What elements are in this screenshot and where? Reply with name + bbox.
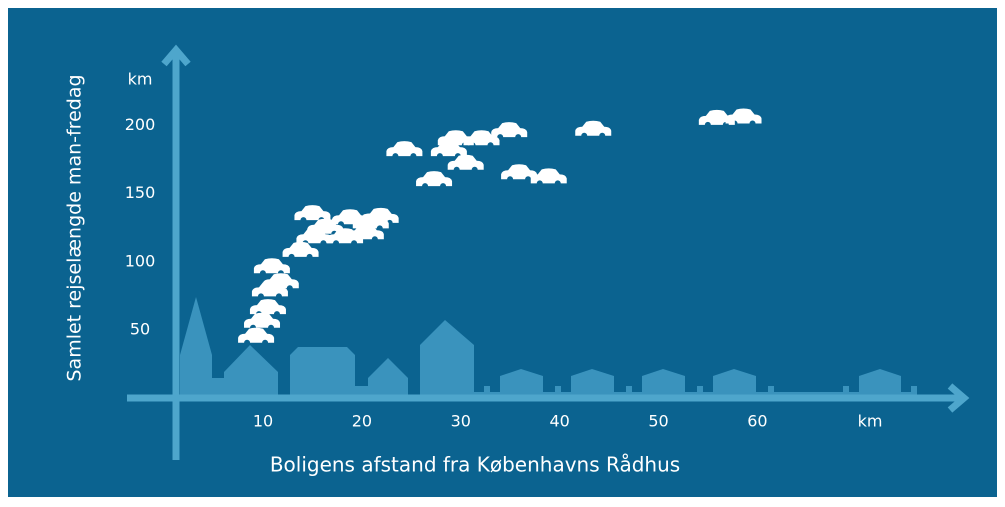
- y-tick-label: 150: [125, 183, 156, 202]
- chart: km km Boligens afstand fra Københavns Rå…: [0, 0, 1005, 507]
- x-tick-label: 50: [648, 412, 668, 431]
- x-tick-label: 30: [451, 412, 471, 431]
- x-tick-label: 20: [352, 412, 372, 431]
- x-tick-label: 40: [549, 412, 569, 431]
- x-axis-title: Boligens afstand fra Københavns Rådhus: [270, 453, 680, 477]
- x-unit: km: [858, 412, 883, 431]
- y-tick-label: 50: [130, 319, 150, 338]
- page: km km Boligens afstand fra Københavns Rå…: [0, 0, 1005, 507]
- y-tick-label: 100: [125, 251, 156, 270]
- x-tick-label: 60: [747, 412, 767, 431]
- y-tick-label: 200: [125, 115, 156, 134]
- y-axis-title: Samlet rejselængde man-fredag: [64, 74, 86, 381]
- background: [8, 8, 997, 497]
- y-unit: km: [128, 70, 153, 89]
- x-tick-label: 10: [253, 412, 273, 431]
